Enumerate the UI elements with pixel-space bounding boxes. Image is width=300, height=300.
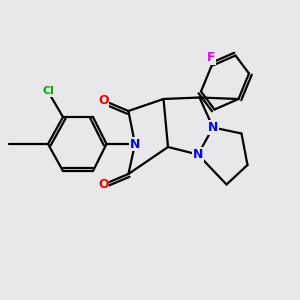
Text: N: N [208,121,218,134]
Text: O: O [98,94,109,107]
Text: O: O [98,178,109,191]
Text: Cl: Cl [42,86,54,97]
Text: N: N [130,137,140,151]
Text: N: N [193,148,203,161]
Text: F: F [207,51,216,64]
